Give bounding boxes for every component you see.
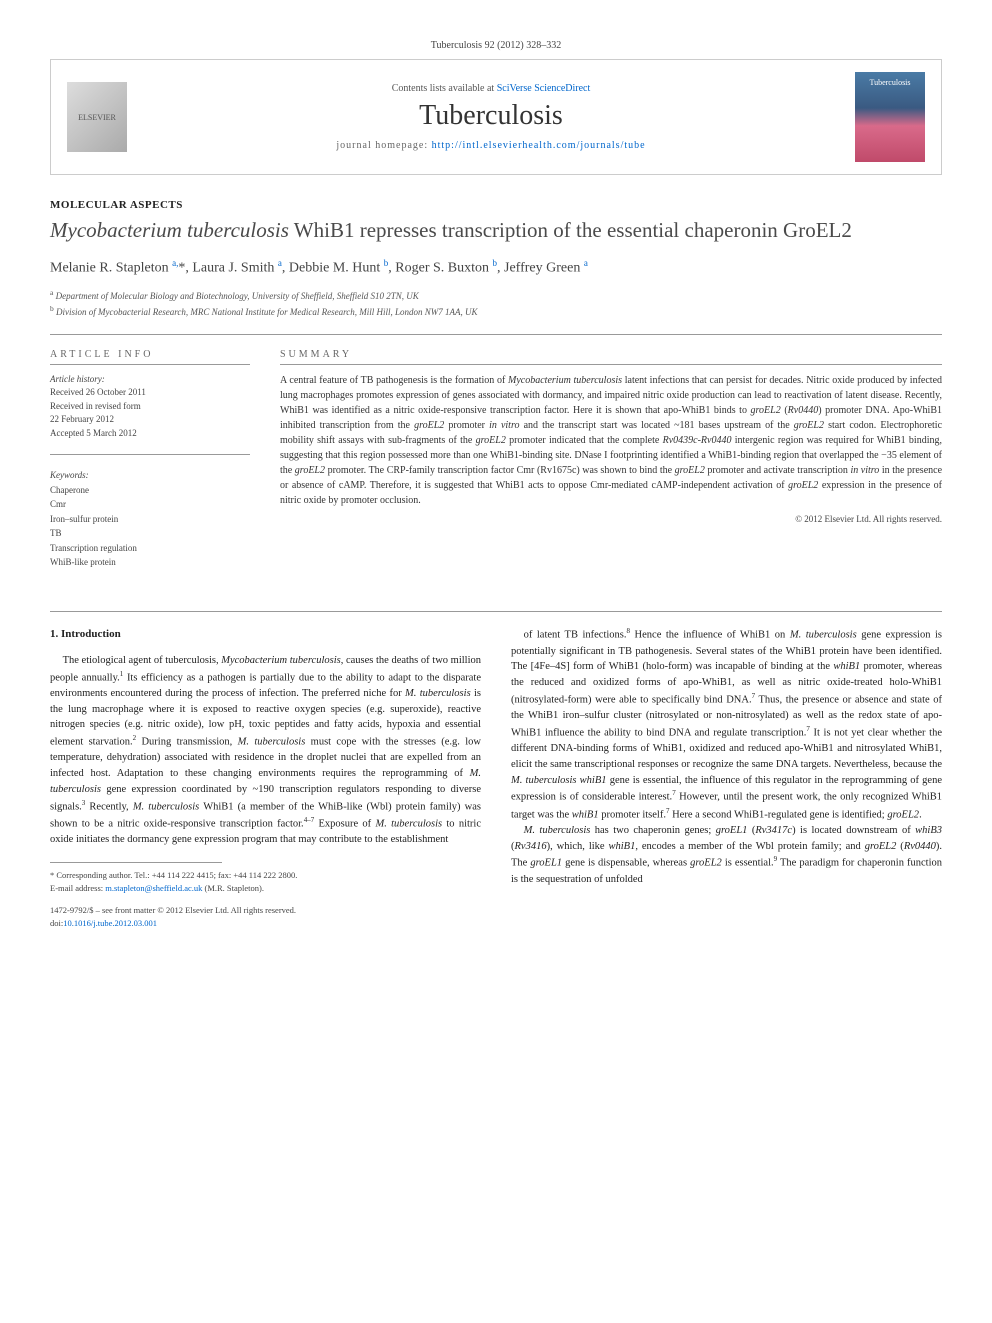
- affiliations: a Department of Molecular Biology and Bi…: [50, 287, 942, 320]
- history-line: Received in revised form: [50, 400, 250, 414]
- elsevier-logo: ELSEVIER: [67, 82, 127, 152]
- email-suffix: (M.R. Stapleton).: [202, 883, 264, 893]
- info-heading: ARTICLE INFO: [50, 349, 250, 365]
- history-line: Accepted 5 March 2012: [50, 427, 250, 441]
- footnote-separator: [50, 862, 222, 863]
- sciencedirect-link[interactable]: SciVerse ScienceDirect: [497, 83, 591, 94]
- keyword: TB: [50, 526, 250, 540]
- body-paragraph: of latent TB infections.8 Hence the infl…: [511, 626, 942, 823]
- affil-text: Department of Molecular Biology and Biot…: [56, 291, 419, 301]
- journal-name: Tuberculosis: [147, 100, 835, 132]
- keyword: Chaperone: [50, 483, 250, 497]
- keyword: Transcription regulation: [50, 541, 250, 555]
- bottom-line: 1472-9792/$ – see front matter © 2012 El…: [50, 904, 481, 930]
- article-title: Mycobacterium tuberculosis WhiB1 repress…: [50, 217, 942, 244]
- article-info: ARTICLE INFO Article history: Received 2…: [50, 349, 250, 581]
- doi-label: doi:: [50, 918, 63, 928]
- body-columns: 1. Introduction The etiological agent of…: [50, 626, 942, 930]
- keywords-title: Keywords:: [50, 469, 250, 483]
- email-label: E-mail address:: [50, 883, 105, 893]
- corresponding-note: * Corresponding author. Tel.: +44 114 22…: [50, 869, 481, 882]
- keyword: Iron–sulfur protein: [50, 512, 250, 526]
- copyright: © 2012 Elsevier Ltd. All rights reserved…: [280, 514, 942, 524]
- doi-link[interactable]: 10.1016/j.tube.2012.03.001: [63, 918, 157, 928]
- affil-text: Division of Mycobacterial Research, MRC …: [56, 307, 478, 317]
- divider: [50, 611, 942, 612]
- affil-sup: a: [50, 288, 53, 297]
- affil-sup: b: [50, 304, 54, 313]
- homepage-prefix: journal homepage:: [336, 140, 431, 151]
- authors: Melanie R. Stapleton a,*, Laura J. Smith…: [50, 258, 942, 277]
- homepage-link[interactable]: http://intl.elsevierhealth.com/journals/…: [432, 140, 646, 151]
- citation-top: Tuberculosis 92 (2012) 328–332: [50, 40, 942, 51]
- summary-heading: SUMMARY: [280, 349, 942, 365]
- section-heading: 1. Introduction: [50, 626, 481, 643]
- journal-cover: Tuberculosis: [855, 72, 925, 162]
- contents-prefix: Contents lists available at: [392, 83, 497, 94]
- email-link[interactable]: m.stapleton@sheffield.ac.uk: [105, 883, 202, 893]
- summary: SUMMARY A central feature of TB pathogen…: [280, 349, 942, 581]
- homepage-line: journal homepage: http://intl.elsevierhe…: [147, 140, 835, 151]
- keyword: Cmr: [50, 497, 250, 511]
- cover-label: Tuberculosis: [869, 78, 910, 87]
- column-left: 1. Introduction The etiological agent of…: [50, 626, 481, 930]
- issn-line: 1472-9792/$ – see front matter © 2012 El…: [50, 904, 481, 917]
- history-title: Article history:: [50, 373, 250, 387]
- divider: [50, 454, 250, 455]
- contents-line: Contents lists available at SciVerse Sci…: [147, 83, 835, 94]
- section-label: MOLECULAR ASPECTS: [50, 199, 942, 211]
- divider: [50, 334, 942, 335]
- history-line: 22 February 2012: [50, 413, 250, 427]
- journal-header: ELSEVIER Contents lists available at Sci…: [50, 59, 942, 175]
- column-right: of latent TB infections.8 Hence the infl…: [511, 626, 942, 930]
- summary-text: A central feature of TB pathogenesis is …: [280, 373, 942, 508]
- body-paragraph: The etiological agent of tuberculosis, M…: [50, 653, 481, 848]
- keyword: WhiB-like protein: [50, 555, 250, 569]
- footnotes: * Corresponding author. Tel.: +44 114 22…: [50, 869, 481, 895]
- body-paragraph: M. tuberculosis has two chaperonin genes…: [511, 823, 942, 888]
- history-line: Received 26 October 2011: [50, 386, 250, 400]
